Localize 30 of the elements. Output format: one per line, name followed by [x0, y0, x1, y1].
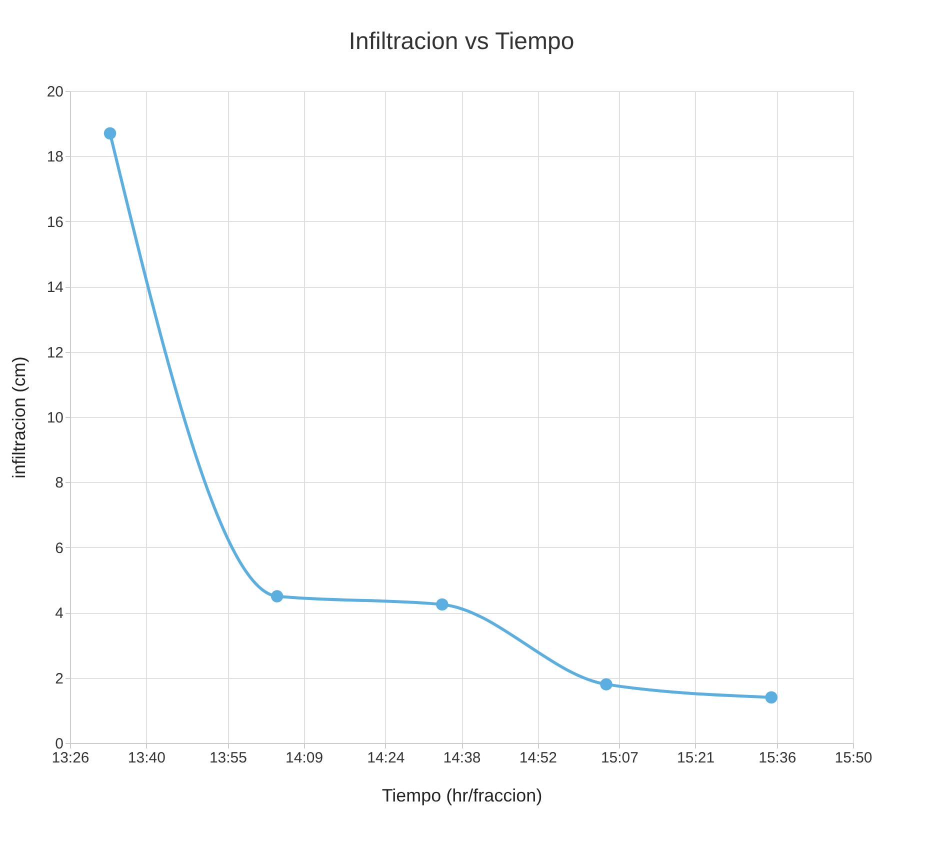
- x-tick-label: 13:40: [128, 750, 166, 766]
- y-tick-label: 10: [46, 410, 64, 426]
- x-tick-label: 15:21: [677, 750, 715, 766]
- x-tick-label: 14:24: [367, 750, 405, 766]
- x-tick-label: 13:26: [52, 750, 90, 766]
- y-tick-label: 6: [55, 540, 64, 557]
- y-tick-label: 4: [55, 605, 64, 622]
- x-tick-label: 13:55: [209, 750, 247, 766]
- point: [600, 678, 612, 690]
- y-tick-label: 14: [46, 279, 64, 296]
- x-tick-label: 15:36: [758, 750, 796, 766]
- x-tick-label: 15:07: [600, 750, 638, 766]
- y-tick-label: 2: [55, 670, 64, 688]
- point: [765, 691, 778, 704]
- y-tick-label: 8: [55, 474, 64, 492]
- x-tick-label: 15:50: [834, 750, 872, 766]
- x-tick-label: 14:52: [519, 750, 557, 766]
- y-tick-label: 12: [46, 344, 64, 362]
- chart-title: Infiltracion vs Tiempo: [348, 28, 574, 55]
- x-tick-label: 14:09: [286, 750, 324, 766]
- y-axis-title: infiltracion (cm): [8, 356, 29, 479]
- x-axis-title: Tiempo (hr/fraccion): [382, 786, 542, 806]
- y-tick-label: 20: [46, 84, 64, 100]
- y-tick-label: 18: [46, 148, 64, 166]
- y-tick-label: 16: [46, 214, 64, 231]
- point: [436, 598, 448, 611]
- x-tick-label: 14:38: [443, 750, 481, 766]
- point: [270, 590, 284, 602]
- point: [104, 127, 116, 140]
- y-tick-label: 0: [55, 736, 64, 752]
